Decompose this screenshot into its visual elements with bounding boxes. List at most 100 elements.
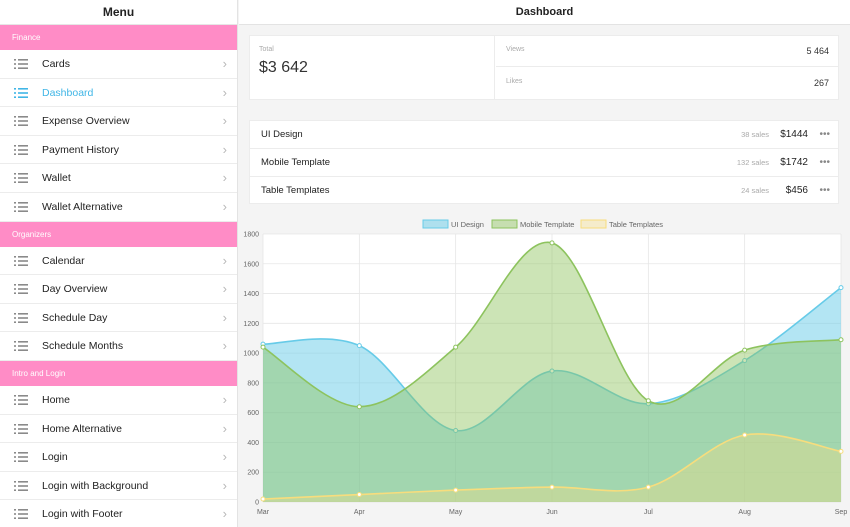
x-tick-label: May	[449, 509, 463, 516]
data-point	[549, 240, 555, 246]
stat-views-label: Views	[506, 46, 525, 53]
data-point	[645, 484, 651, 490]
list-icon	[14, 341, 28, 352]
product-name: Table Templates	[261, 185, 330, 196]
data-point	[356, 343, 362, 349]
y-tick-label: 400	[247, 440, 259, 447]
y-tick-label: 1000	[243, 351, 259, 358]
more-options-icon[interactable]: •••	[819, 185, 830, 196]
list-icon	[14, 201, 28, 212]
sidebar-item-day-overview[interactable]: Day Overview ›	[0, 275, 237, 304]
list-icon	[14, 284, 28, 295]
x-tick-label: Jun	[546, 509, 557, 516]
sidebar-item-dashboard[interactable]: Dashboard ›	[0, 79, 237, 108]
legend-label-ui-design: UI Design	[451, 220, 484, 229]
sidebar-item-login[interactable]: Login ›	[0, 443, 237, 472]
y-tick-label: 200	[247, 470, 259, 477]
sidebar-item-label: Home Alternative	[42, 422, 122, 435]
data-point	[260, 344, 266, 350]
sidebar-item-wallet[interactable]: Wallet ›	[0, 164, 237, 193]
data-point	[742, 358, 748, 364]
chevron-right-icon: ›	[222, 56, 227, 71]
list-icon	[14, 312, 28, 323]
legend-label-table-templates: Table Templates	[609, 220, 663, 229]
sidebar-title: Menu	[0, 0, 237, 25]
data-point	[742, 432, 748, 438]
sidebar-item-login-with-background[interactable]: Login with Background ›	[0, 472, 237, 501]
sidebar-item-calendar[interactable]: Calendar ›	[0, 247, 237, 276]
list-icon	[14, 173, 28, 184]
sidebar-item-label: Wallet Alternative	[42, 200, 123, 213]
chevron-right-icon: ›	[222, 170, 227, 186]
stat-views: Views 5 464	[496, 36, 839, 67]
chevron-right-icon: ›	[222, 506, 227, 522]
sidebar-item-label: Cards	[42, 58, 71, 70]
sidebar-item-wallet-alternative[interactable]: Wallet Alternative ›	[0, 193, 237, 222]
more-options-icon[interactable]: •••	[819, 157, 830, 168]
sidebar-item-label: Schedule Day	[42, 311, 108, 324]
list-icon	[14, 394, 28, 405]
sidebar-item-label: Expense Overview	[42, 115, 130, 128]
chevron-right-icon: ›	[222, 113, 227, 129]
more-options-icon[interactable]: •••	[819, 129, 830, 140]
stat-total-value: $3 642	[259, 59, 308, 76]
stat-likes-label: Likes	[506, 78, 523, 85]
product-row-ui-design[interactable]: UI Design 38 sales $1444 •••	[250, 121, 838, 149]
legend-label-mobile-template: Mobile Template	[520, 220, 574, 229]
sidebar-item-home-alternative[interactable]: Home Alternative ›	[0, 415, 237, 444]
x-tick-label: Apr	[354, 509, 366, 516]
chevron-right-icon: ›	[222, 141, 227, 157]
y-tick-label: 1800	[243, 232, 259, 239]
product-sales: 24 sales	[741, 186, 769, 195]
chevron-right-icon: ›	[222, 252, 227, 268]
page-title: Dashboard	[239, 0, 850, 25]
product-row-table-templates[interactable]: Table Templates 24 sales $456 •••	[250, 177, 838, 205]
product-name: UI Design	[261, 129, 303, 140]
product-name: Mobile Template	[261, 157, 331, 168]
area-chart: 0 200 400 600 800 1000 1200 1400 1600 1800 Mar Apr M…	[239, 214, 850, 527]
sidebar-item-label: Login with Footer	[42, 508, 123, 521]
sidebar-item-schedule-day[interactable]: Schedule Day ›	[0, 304, 237, 333]
chevron-right-icon: ›	[222, 420, 227, 436]
x-tick-label: Sep	[835, 509, 848, 516]
list-icon	[14, 255, 28, 266]
list-icon	[14, 452, 28, 463]
sidebar-item-cards[interactable]: Cards ›	[0, 50, 237, 79]
series-area-mobile-template	[263, 242, 841, 502]
section-header-organizers: Organizers	[0, 221, 237, 247]
chevron-right-icon: ›	[222, 391, 227, 407]
stat-likes-value: 267	[813, 78, 829, 88]
chevron-right-icon: ›	[222, 309, 227, 325]
sidebar-item-payment-history[interactable]: Payment History ›	[0, 136, 237, 165]
stat-total-label: Total	[259, 46, 274, 53]
data-point	[645, 398, 651, 404]
product-row-mobile-template[interactable]: Mobile Template 132 sales $1742 •••	[250, 149, 838, 177]
sidebar-item-login-with-footer[interactable]: Login with Footer ›	[0, 500, 237, 527]
chevron-right-icon: ›	[222, 84, 227, 100]
list-icon	[14, 59, 28, 69]
data-point	[549, 368, 555, 374]
sidebar-item-expense-overview[interactable]: Expense Overview ›	[0, 107, 237, 136]
chevron-right-icon: ›	[222, 477, 227, 493]
y-tick-label: 1600	[243, 261, 259, 268]
list-icon	[14, 509, 28, 520]
y-tick-label: 1400	[243, 291, 259, 298]
list-icon	[14, 116, 28, 127]
products-list: UI Design 38 sales $1444 ••• Mobile Template…	[249, 120, 839, 204]
product-sales: 132 sales	[736, 158, 769, 167]
sidebar-item-label: Dashboard	[42, 86, 94, 99]
x-tick-label: Mar	[257, 509, 270, 516]
sidebar-item-home[interactable]: Home ›	[0, 386, 237, 415]
section-header-finance: Finance	[0, 25, 237, 50]
legend-swatch-mobile-template	[491, 219, 518, 229]
data-point	[260, 496, 266, 502]
sidebar-item-label: Login with Background	[42, 479, 149, 492]
main-panel: Dashboard Total $3 642 Views 5 464 Likes…	[239, 0, 850, 527]
sidebar-item-label: Wallet	[42, 172, 71, 185]
sidebar-item-schedule-months[interactable]: Schedule Months ›	[0, 332, 237, 361]
sidebar-item-label: Home	[42, 393, 71, 406]
data-point	[453, 428, 459, 434]
y-tick-label: 1200	[243, 321, 259, 328]
y-tick-label: 600	[247, 410, 259, 417]
